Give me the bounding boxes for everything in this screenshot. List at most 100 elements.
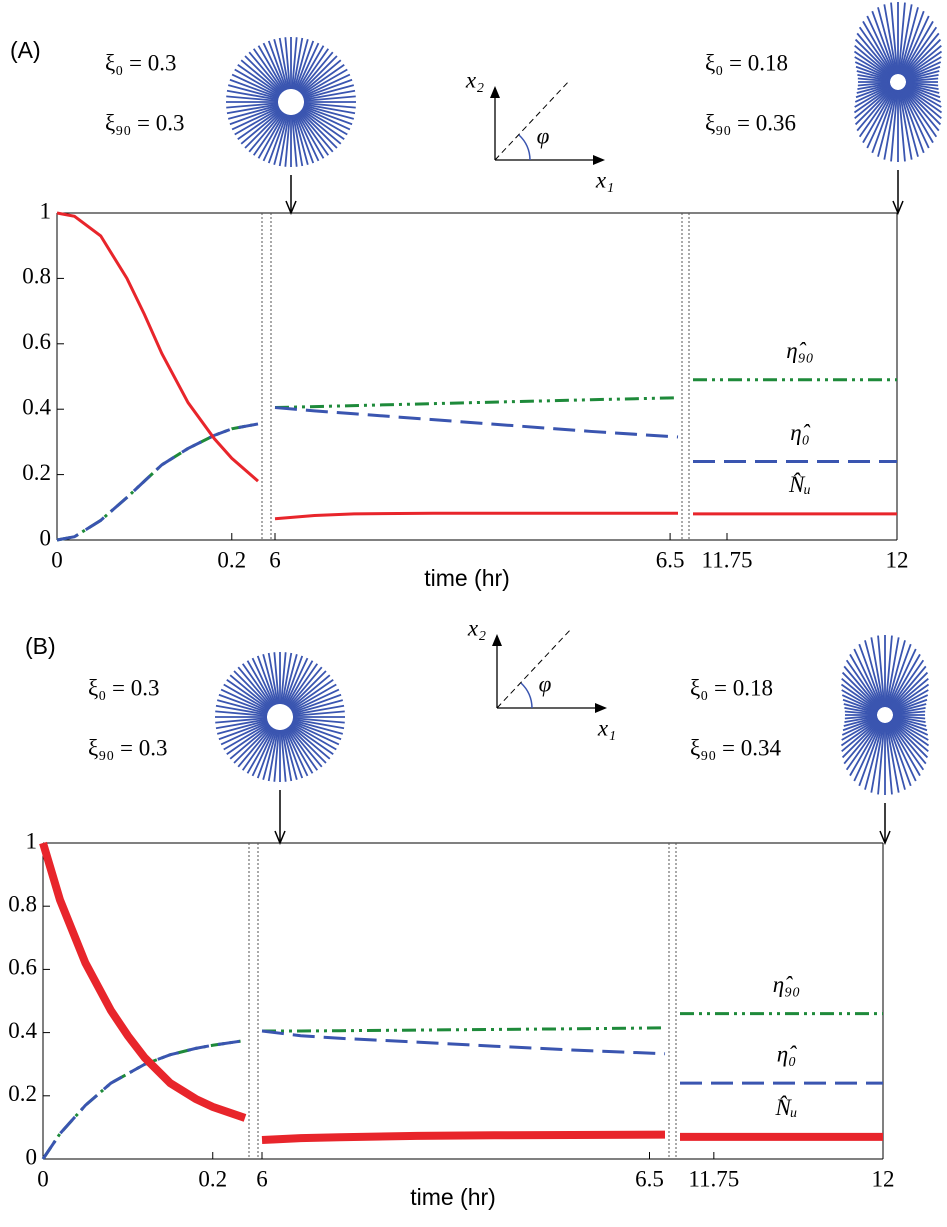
rosette-spoke — [900, 88, 930, 149]
rosette-spoke — [299, 110, 338, 149]
rosette-spoke — [886, 640, 906, 708]
rosette-spoke — [302, 78, 353, 99]
rosette-spoke — [857, 73, 891, 82]
y-tick-label: 0 — [26, 1144, 38, 1169]
rosette-spoke — [877, 89, 897, 157]
rosette-spoke — [844, 710, 878, 716]
rosette-spoke — [303, 95, 356, 102]
rosette-spoke — [257, 45, 286, 92]
rosette-spoke — [843, 716, 878, 727]
panel-label: (A) — [10, 37, 41, 63]
x-axis-label: time (hr) — [424, 565, 510, 591]
rosette-spoke — [280, 652, 287, 705]
rosette-spoke — [220, 721, 269, 746]
rosette-spoke — [901, 26, 938, 76]
rosette-spoke — [877, 7, 897, 75]
rosette-spoke — [877, 635, 886, 708]
rosette-spoke — [903, 86, 942, 120]
rosette-spoke — [237, 63, 281, 96]
rosette-spoke — [905, 77, 939, 83]
series-line — [39, 841, 247, 1122]
rosette-spoke — [854, 85, 892, 108]
y-tick-label: 0 — [40, 525, 52, 550]
rosette-spoke — [858, 26, 895, 76]
rosette-spoke — [301, 63, 345, 96]
rosette-spoke — [853, 648, 883, 709]
rosette-spoke — [301, 107, 348, 136]
rosette-spoke — [870, 637, 885, 708]
rosette-spoke — [292, 114, 304, 167]
rosette-spoke — [901, 88, 938, 138]
rosette-spoke — [862, 88, 895, 144]
rosette-spoke — [234, 107, 281, 136]
series-line — [56, 422, 259, 542]
rosette-spoke — [858, 722, 884, 787]
rosette-spoke — [296, 45, 325, 92]
rosette-spoke — [262, 653, 278, 705]
rosette-spoke — [244, 110, 283, 149]
x-tick-label: 12 — [872, 1166, 895, 1191]
rosette-spoke — [216, 699, 268, 715]
panel-label: (B) — [25, 633, 56, 659]
rosette-spoke — [288, 670, 327, 709]
rosette-spoke — [904, 56, 942, 79]
rosette-spoke — [273, 114, 289, 166]
rosette-spoke — [288, 725, 327, 764]
rosette-spoke — [841, 718, 879, 741]
rosette-spoke — [290, 723, 334, 756]
rosette-spoke — [294, 40, 315, 91]
rosette-spoke — [234, 68, 281, 97]
diagram-label: x₁ — [597, 715, 616, 740]
rosette-spoke — [892, 698, 928, 714]
rosette-spoke — [301, 108, 345, 141]
rosette-spoke — [886, 643, 912, 708]
rosette-spoke — [858, 643, 884, 708]
rosette-spoke — [855, 83, 891, 99]
x-tick-label: 0.2 — [217, 547, 246, 572]
rosette-spoke — [905, 83, 940, 94]
x-tick-label: 6 — [256, 1166, 268, 1191]
rosette-spoke — [862, 20, 895, 76]
rosette-spoke — [857, 81, 891, 87]
rosette-spoke — [844, 715, 878, 724]
rosette-spoke — [231, 106, 280, 131]
rosette-spoke — [854, 84, 892, 103]
rosette-spoke — [892, 715, 926, 724]
rosette-spoke — [898, 4, 913, 75]
rosette-spoke — [854, 44, 893, 78]
y-tick-label: 0.4 — [8, 1018, 37, 1043]
rosette-spoke — [303, 89, 356, 101]
rosette-spoke — [886, 722, 906, 790]
rosette-spoke — [845, 721, 882, 771]
annotation: ξ₉₀ = 0.36 — [705, 110, 796, 135]
rosette-spoke — [291, 721, 340, 746]
rosette-spoke — [256, 728, 277, 779]
diagram-arrow — [593, 155, 605, 165]
rosette-spoke — [256, 655, 277, 706]
rosette-spoke — [871, 10, 897, 75]
rosette-spoke — [244, 55, 283, 94]
rosette-spoke — [883, 4, 898, 75]
rosette-spoke — [229, 724, 271, 760]
rosette-spoke — [293, 38, 309, 90]
rosette-spoke — [229, 105, 280, 126]
rosette-spoke — [251, 728, 276, 777]
rosette-spoke — [286, 663, 319, 707]
rosette-spoke — [218, 693, 269, 714]
rosette-spoke — [890, 719, 929, 753]
annotation: ξ₀ = 0.3 — [88, 675, 160, 700]
rosette-spoke — [899, 89, 925, 154]
rosette-spoke — [278, 114, 290, 167]
rosette-spoke — [905, 83, 941, 99]
series-label: N̂ᵤ — [788, 471, 811, 497]
rosette-spoke — [892, 706, 926, 715]
rosette-spoke — [892, 714, 926, 720]
rosette-spoke — [289, 674, 331, 710]
rosette-spoke — [237, 108, 281, 141]
rosette-spoke — [905, 65, 941, 81]
series-label: η̂₉₀ — [773, 972, 800, 997]
rosette-spoke — [890, 677, 929, 711]
x-tick-label: 11.75 — [702, 547, 753, 572]
rosette-spoke — [284, 657, 309, 706]
annotation: ξ₀ = 0.18 — [705, 50, 788, 75]
